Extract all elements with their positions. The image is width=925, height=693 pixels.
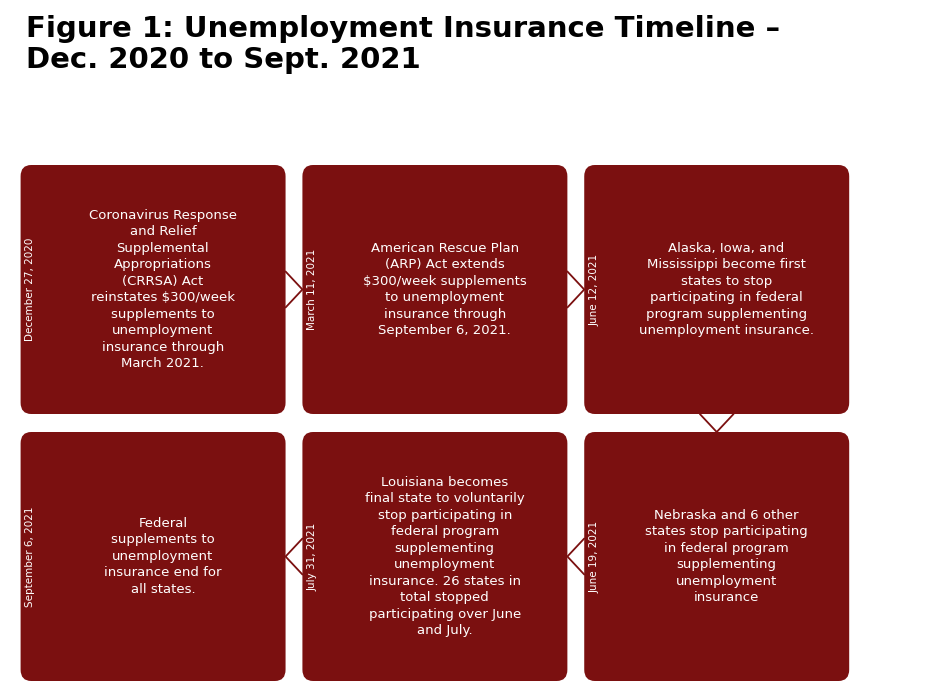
FancyBboxPatch shape xyxy=(302,432,567,681)
Text: July 31, 2021: July 31, 2021 xyxy=(307,523,317,590)
FancyBboxPatch shape xyxy=(20,432,286,681)
FancyBboxPatch shape xyxy=(302,165,567,414)
FancyBboxPatch shape xyxy=(585,432,849,681)
Text: Louisiana becomes
final state to voluntarily
stop participating in
federal progr: Louisiana becomes final state to volunta… xyxy=(364,476,524,638)
Text: Federal
supplements to
unemployment
insurance end for
all states.: Federal supplements to unemployment insu… xyxy=(105,517,222,596)
Text: June 12, 2021: June 12, 2021 xyxy=(589,254,599,326)
Text: September 6, 2021: September 6, 2021 xyxy=(25,507,35,607)
Text: December 27, 2020: December 27, 2020 xyxy=(25,238,35,341)
FancyBboxPatch shape xyxy=(585,165,849,414)
Text: March 11, 2021: March 11, 2021 xyxy=(307,249,317,330)
Text: Coronavirus Response
and Relief
Supplemental
Appropriations
(CRRSA) Act
reinstat: Coronavirus Response and Relief Suppleme… xyxy=(89,209,237,370)
Text: Nebraska and 6 other
states stop participating
in federal program
supplementing
: Nebraska and 6 other states stop partici… xyxy=(645,509,808,604)
Text: Figure 1: Unemployment Insurance Timeline –
Dec. 2020 to Sept. 2021: Figure 1: Unemployment Insurance Timelin… xyxy=(26,15,781,74)
Text: June 19, 2021: June 19, 2021 xyxy=(589,520,599,593)
FancyBboxPatch shape xyxy=(20,165,286,414)
Text: Alaska, Iowa, and
Mississippi become first
states to stop
participating in feder: Alaska, Iowa, and Mississippi become fir… xyxy=(639,242,814,337)
Text: American Rescue Plan
(ARP) Act extends
$300/week supplements
to unemployment
ins: American Rescue Plan (ARP) Act extends $… xyxy=(363,242,526,337)
